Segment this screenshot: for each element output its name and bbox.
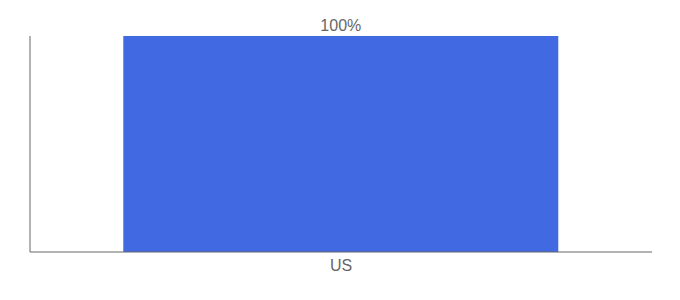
svg-text:100%: 100% [320, 17, 361, 34]
svg-text:US: US [330, 257, 352, 274]
